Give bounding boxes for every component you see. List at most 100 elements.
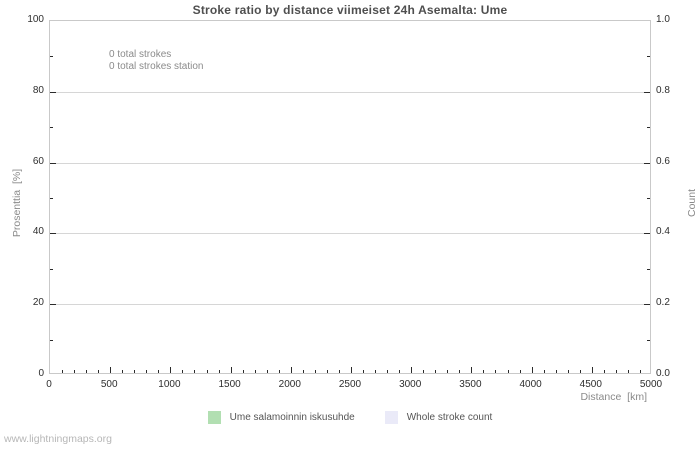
- x-tick-label: 1000: [158, 379, 181, 390]
- x-tick-minor: [519, 370, 521, 373]
- gridline: [50, 233, 650, 235]
- y-tick-label-left: 40: [32, 226, 44, 238]
- x-tick-major: [591, 367, 593, 373]
- x-tick-minor: [254, 370, 256, 373]
- y-tick-minor: [50, 268, 53, 270]
- y-tick-label-right: 0.2: [656, 297, 670, 309]
- x-axis-title: Distance [km]: [580, 391, 647, 403]
- x-tick-major: [290, 367, 292, 373]
- y-tick-label-left: 0: [38, 368, 44, 379]
- x-tick-minor: [278, 370, 280, 373]
- x-tick-label: 5000: [639, 379, 663, 390]
- legend-label: Whole stroke count: [406, 412, 493, 423]
- x-tick-minor: [338, 370, 340, 373]
- y-tick-major: [644, 162, 650, 164]
- x-tick-minor: [627, 370, 629, 373]
- x-tick-label: 2500: [338, 379, 362, 390]
- legend-swatch: [207, 411, 221, 424]
- x-tick-minor: [62, 370, 64, 373]
- legend-label: Ume salamoinnin iskusuhde: [229, 412, 355, 423]
- x-tick-major: [230, 367, 232, 373]
- plot-area: 0 total strokes 0 total strokes station: [49, 20, 651, 374]
- x-tick-minor: [399, 370, 401, 373]
- x-tick-major: [411, 367, 413, 373]
- y-tick-label-right: 1.0: [656, 14, 670, 25]
- x-tick-minor: [302, 370, 304, 373]
- y-tick-minor: [647, 198, 650, 199]
- x-tick-minor: [555, 370, 557, 373]
- y-tick-major: [644, 233, 650, 235]
- x-tick-major: [531, 367, 533, 373]
- y-tick-label-left: 80: [32, 84, 44, 96]
- legend-item: Ume salamoinnin iskusuhde: [207, 411, 355, 424]
- x-tick-minor: [579, 370, 581, 373]
- chart-legend: Ume salamoinnin iskusuhde Whole stroke co…: [0, 411, 700, 424]
- y-tick-label-right: 0.0: [656, 368, 670, 379]
- y-tick-minor: [50, 56, 53, 58]
- x-tick-minor: [435, 370, 437, 373]
- y-tick-label-right: 0.4: [656, 226, 670, 238]
- x-tick-minor: [134, 370, 136, 373]
- x-tick-label: 0: [46, 379, 52, 390]
- x-tick-minor: [194, 370, 196, 373]
- x-tick-minor: [363, 370, 365, 373]
- y-tick-major: [50, 162, 56, 164]
- y-tick-minor: [647, 56, 650, 58]
- y-tick-major: [644, 304, 650, 306]
- x-tick-label: 3500: [459, 379, 482, 390]
- y-tick-major: [50, 304, 56, 306]
- x-tick-minor: [182, 370, 184, 373]
- x-tick-minor: [314, 370, 316, 373]
- x-tick-minor: [543, 370, 545, 373]
- x-tick-minor: [615, 370, 617, 373]
- x-tick-minor: [158, 370, 160, 373]
- x-tick-minor: [387, 370, 389, 373]
- x-tick-minor: [447, 370, 449, 373]
- y-tick-major: [50, 233, 56, 235]
- x-tick-minor: [242, 370, 244, 373]
- x-tick-major: [110, 367, 112, 373]
- y-tick-major: [50, 91, 56, 93]
- legend-swatch: [384, 411, 398, 424]
- gridline: [50, 304, 650, 306]
- annotation-block: 0 total strokes 0 total strokes station: [109, 49, 204, 73]
- y-tick-minor: [647, 339, 650, 341]
- y-tick-minor: [50, 198, 53, 199]
- x-tick-minor: [206, 370, 208, 373]
- legend-item: Whole stroke count: [384, 411, 493, 424]
- x-tick-minor: [567, 370, 569, 373]
- x-tick-minor: [74, 370, 76, 373]
- x-tick-minor: [375, 370, 377, 373]
- x-tick-minor: [266, 370, 268, 373]
- x-tick-major: [471, 367, 473, 373]
- x-tick-minor: [146, 370, 148, 373]
- x-tick-label: 4500: [579, 379, 602, 390]
- x-tick-major: [351, 367, 352, 373]
- y-tick-minor: [647, 127, 650, 129]
- x-tick-minor: [98, 370, 100, 373]
- y-tick-minor: [647, 268, 650, 270]
- y-tick-label-left: 100: [27, 14, 44, 25]
- x-tick-minor: [86, 370, 88, 373]
- y-tick-minor: [50, 127, 53, 129]
- chart-title: Stroke ratio by distance viimeiset 24h A…: [192, 3, 508, 17]
- y-tick-label-left: 20: [32, 297, 44, 309]
- y-tick-label-right: 0.8: [656, 84, 670, 96]
- x-tick-minor: [495, 370, 497, 373]
- x-tick-minor: [507, 370, 509, 373]
- annotation-text: 0 total strokes: [109, 49, 172, 60]
- y-tick-label-right: 0.6: [656, 155, 670, 167]
- y-axis-left-title: Prosenttia [%]: [11, 168, 23, 238]
- x-tick-label: 1500: [218, 379, 241, 390]
- x-tick-minor: [326, 370, 328, 373]
- x-tick-minor: [423, 370, 425, 373]
- x-tick-minor: [122, 370, 124, 373]
- gridline: [50, 91, 650, 93]
- y-tick-label-left: 60: [32, 155, 44, 167]
- gridline: [50, 162, 650, 164]
- x-tick-minor: [483, 370, 485, 373]
- x-tick-label: 500: [100, 379, 118, 390]
- y-tick-minor: [50, 339, 53, 341]
- x-tick-minor: [603, 370, 605, 373]
